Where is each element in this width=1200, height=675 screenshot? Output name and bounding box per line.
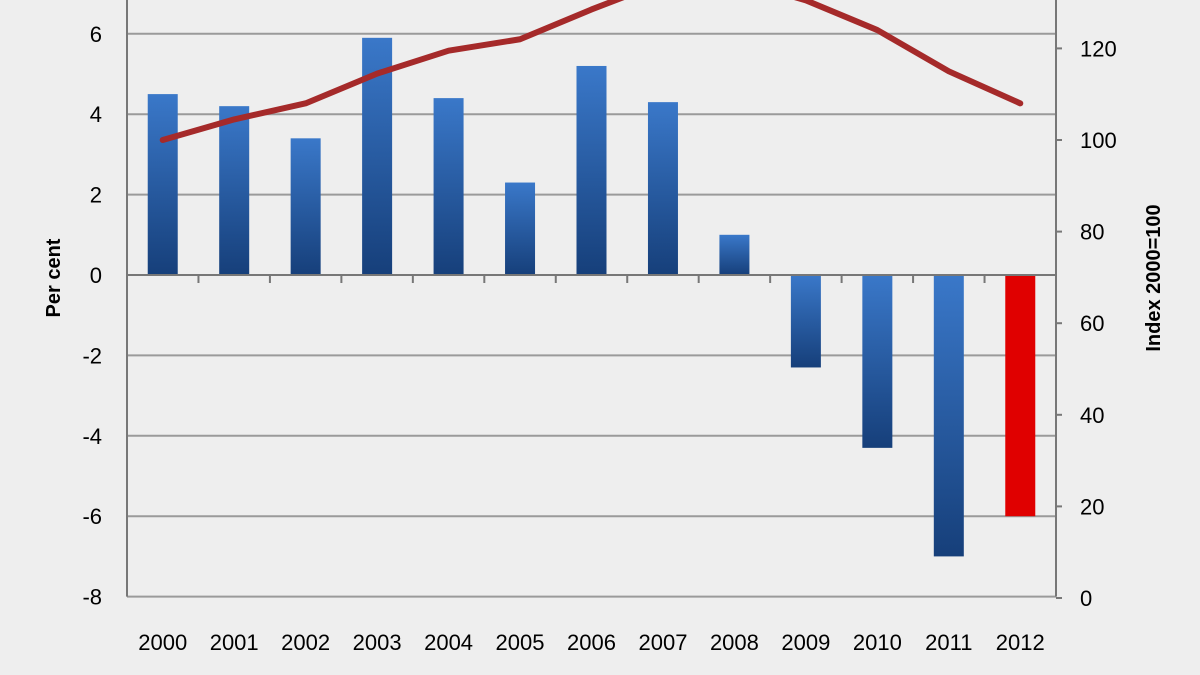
bar-2004 — [433, 98, 464, 276]
right-tick-label: 0 — [1080, 586, 1092, 611]
left-tick-label: -2 — [82, 343, 102, 368]
bar-2012 — [1005, 275, 1036, 517]
x-tick-label: 2003 — [353, 630, 402, 655]
bar-2010 — [862, 275, 893, 448]
x-tick-label: 2009 — [781, 630, 830, 655]
bar-2000 — [147, 94, 178, 275]
left-axis-title: Per cent — [43, 238, 65, 317]
left-tick-label: -6 — [82, 504, 102, 529]
left-tick-label: 6 — [90, 22, 102, 47]
x-tick-label: 2006 — [567, 630, 616, 655]
right-tick-label: 40 — [1080, 403, 1104, 428]
left-tick-label: 2 — [90, 183, 102, 208]
bar-2011 — [933, 275, 964, 557]
left-tick-label: -4 — [82, 424, 102, 449]
x-tick-label: 2004 — [424, 630, 473, 655]
right-tick-label: 60 — [1080, 311, 1104, 336]
x-tick-label: 2008 — [710, 630, 759, 655]
index-line — [159, 0, 1024, 143]
x-tick-label: 2005 — [496, 630, 545, 655]
left-tick-label: 0 — [90, 263, 102, 288]
x-tick-label: 2010 — [853, 630, 902, 655]
left-tick-label: 4 — [90, 102, 102, 127]
bar-2007 — [647, 102, 678, 275]
bar-series — [147, 37, 1036, 557]
line-series — [159, 0, 1024, 143]
bar-2002 — [290, 138, 321, 275]
right-tick-label: 80 — [1080, 220, 1104, 245]
x-tick-label: 2000 — [138, 630, 187, 655]
right-axis-title: Index 2000=100 — [1143, 204, 1165, 351]
bar-2006 — [576, 65, 607, 276]
right-tick-label: 20 — [1080, 494, 1104, 519]
x-tick-label: 2002 — [281, 630, 330, 655]
bar-2008 — [719, 234, 750, 275]
right-tick-label: 120 — [1080, 36, 1117, 61]
x-tick-label: 2007 — [638, 630, 687, 655]
bar-2001 — [219, 106, 250, 275]
right-tick-label: 100 — [1080, 128, 1117, 153]
x-tick-label: 2012 — [996, 630, 1045, 655]
left-tick-label: -8 — [82, 585, 102, 610]
axes — [126, 0, 1062, 599]
bar-2005 — [505, 182, 536, 275]
x-tick-label: 2011 — [925, 630, 972, 655]
bar-2009 — [790, 275, 821, 368]
x-tick-label: 2001 — [210, 630, 259, 655]
